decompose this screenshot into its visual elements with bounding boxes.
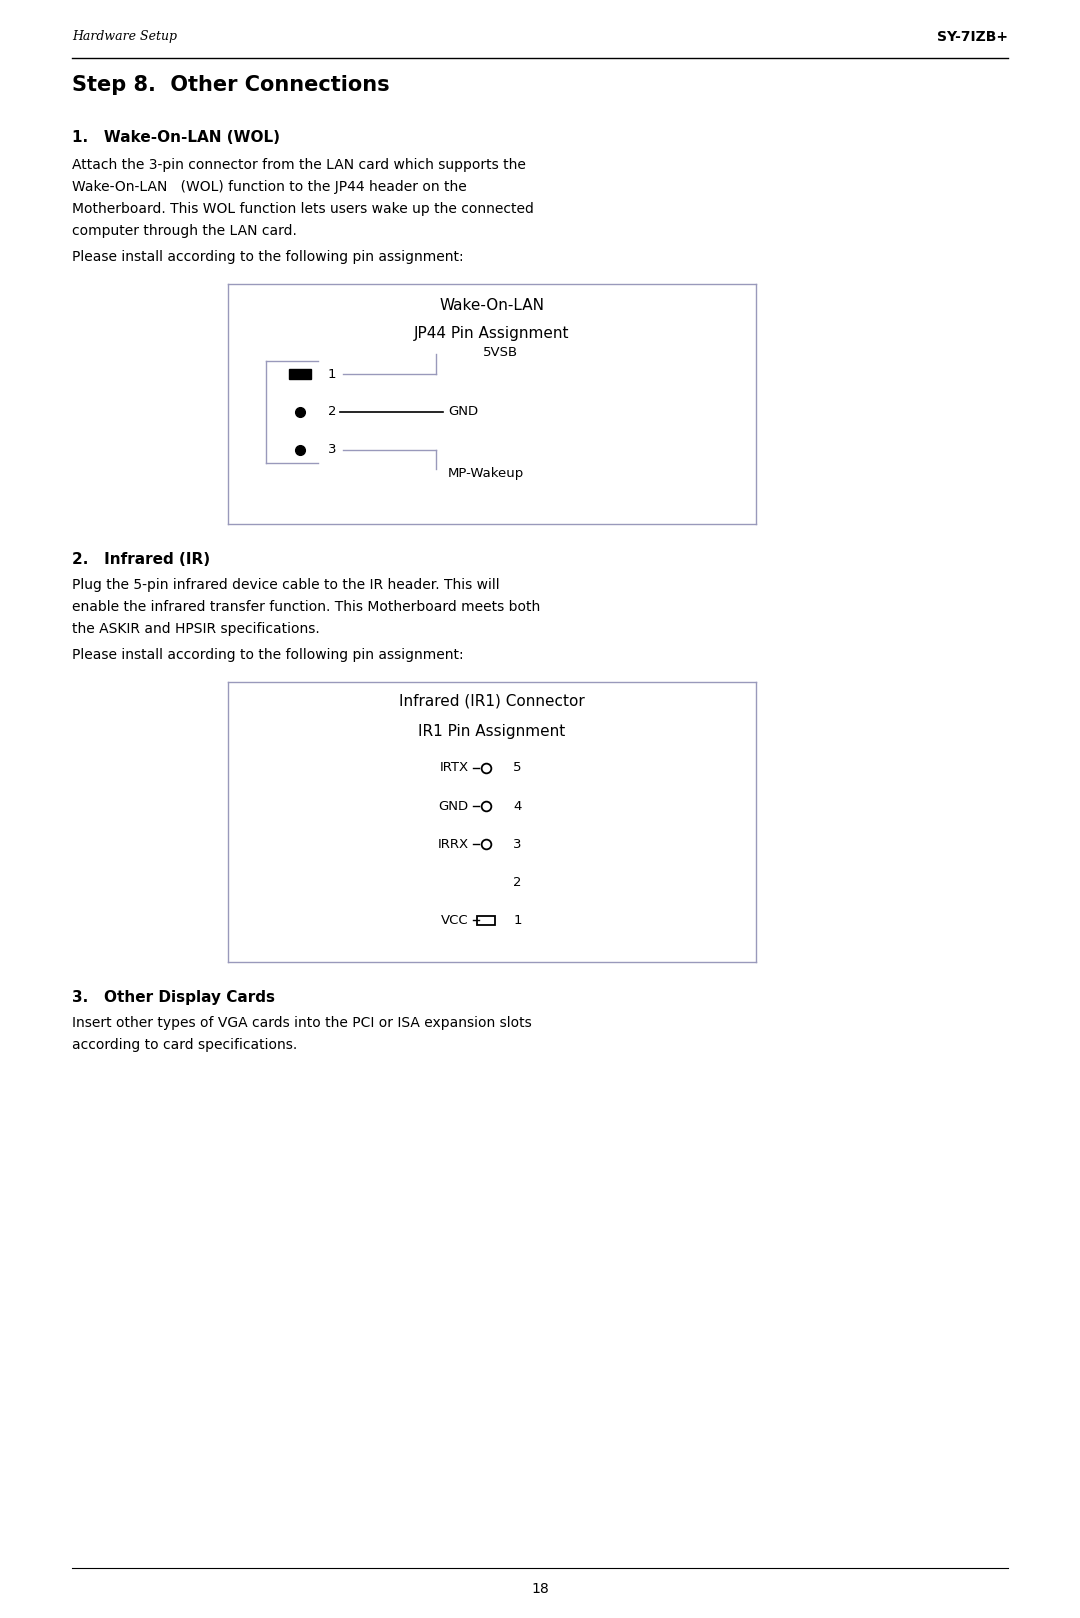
Text: 4: 4 <box>513 799 522 812</box>
Text: VCC: VCC <box>441 914 469 927</box>
Text: 18: 18 <box>531 1582 549 1595</box>
Text: enable the infrared transfer function. This Motherboard meets both: enable the infrared transfer function. T… <box>72 600 540 613</box>
Text: Motherboard. This WOL function lets users wake up the connected: Motherboard. This WOL function lets user… <box>72 202 534 215</box>
Text: 5: 5 <box>513 762 522 775</box>
Text: Plug the 5-pin infrared device cable to the IR header. This will: Plug the 5-pin infrared device cable to … <box>72 578 500 592</box>
Text: 1: 1 <box>513 914 522 927</box>
Text: IRTX: IRTX <box>440 762 469 775</box>
Text: GND: GND <box>438 799 469 812</box>
Text: Insert other types of VGA cards into the PCI or ISA expansion slots: Insert other types of VGA cards into the… <box>72 1016 531 1031</box>
Text: MP-Wakeup: MP-Wakeup <box>448 468 524 481</box>
Text: IRRX: IRRX <box>437 838 469 851</box>
Text: 2: 2 <box>328 406 337 419</box>
Text: 1.   Wake-On-LAN (WOL): 1. Wake-On-LAN (WOL) <box>72 129 280 146</box>
Text: 3: 3 <box>513 838 522 851</box>
Text: Attach the 3-pin connector from the LAN card which supports the: Attach the 3-pin connector from the LAN … <box>72 159 526 172</box>
Text: JP44 Pin Assignment: JP44 Pin Assignment <box>415 325 570 341</box>
Text: the ASKIR and HPSIR specifications.: the ASKIR and HPSIR specifications. <box>72 621 320 636</box>
Bar <box>289 369 311 379</box>
Text: Please install according to the following pin assignment:: Please install according to the followin… <box>72 251 463 264</box>
Text: Hardware Setup: Hardware Setup <box>72 31 177 44</box>
Text: 3: 3 <box>328 443 337 456</box>
Text: 5VSB: 5VSB <box>483 346 518 359</box>
Text: IR1 Pin Assignment: IR1 Pin Assignment <box>418 723 566 739</box>
Text: 2.   Infrared (IR): 2. Infrared (IR) <box>72 552 211 566</box>
Text: Wake-On-LAN: Wake-On-LAN <box>440 298 544 312</box>
Text: Step 8.  Other Connections: Step 8. Other Connections <box>72 74 390 95</box>
Text: 2: 2 <box>513 875 522 888</box>
Text: SY-7IZB+: SY-7IZB+ <box>937 31 1008 44</box>
Text: 3.   Other Display Cards: 3. Other Display Cards <box>72 990 275 1005</box>
Bar <box>477 916 495 925</box>
Text: according to card specifications.: according to card specifications. <box>72 1039 297 1052</box>
Text: Please install according to the following pin assignment:: Please install according to the followin… <box>72 647 463 662</box>
Text: Wake-On-LAN   (WOL) function to the JP44 header on the: Wake-On-LAN (WOL) function to the JP44 h… <box>72 180 467 194</box>
Text: computer through the LAN card.: computer through the LAN card. <box>72 223 297 238</box>
Text: Infrared (IR1) Connector: Infrared (IR1) Connector <box>400 694 585 709</box>
Text: 1: 1 <box>328 367 337 380</box>
Text: GND: GND <box>448 406 478 419</box>
